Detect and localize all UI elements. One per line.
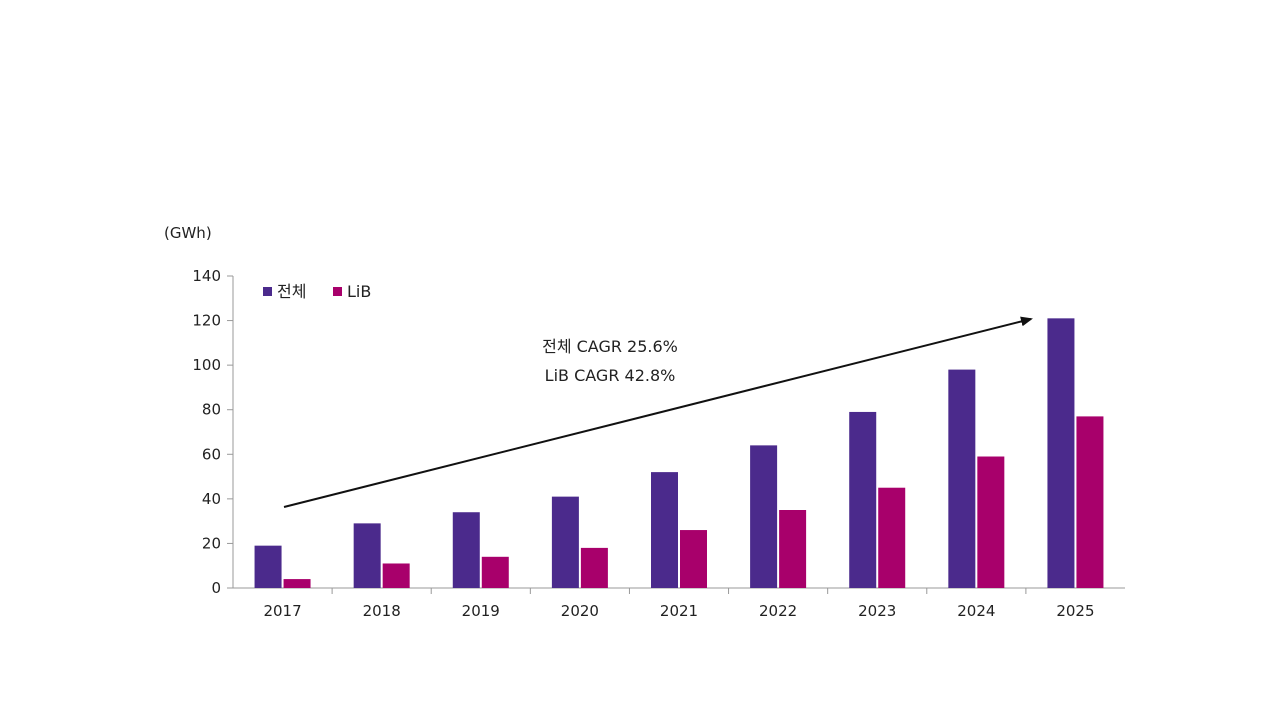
x-tick-label: 2024	[957, 602, 995, 620]
bar-lib-2018	[382, 563, 410, 588]
legend-label: 전체	[277, 282, 306, 301]
bar-lib-2022	[779, 510, 807, 588]
y-tick-label: 140	[192, 267, 221, 285]
bar-total-2017	[254, 545, 282, 588]
annotations: 전체 CAGR 25.6% LiB CAGR 42.8%	[283, 316, 1033, 508]
x-axis: 2017 2018 2019 2020 2021 2022 2023 2024 2025	[233, 587, 1125, 620]
x-tick-label: 2022	[759, 602, 797, 620]
bar-lib-2020	[580, 547, 608, 588]
bar-total-2021	[651, 472, 678, 588]
cagr-annotation: 전체 CAGR 25.6%	[542, 337, 678, 356]
y-unit-label: (GWh)	[164, 224, 212, 242]
bar-total-2024	[948, 369, 976, 588]
bar-total-2022	[750, 445, 778, 588]
bar-total-2025	[1047, 318, 1075, 588]
legend-swatch	[333, 287, 342, 296]
bar-lib-2024	[977, 456, 1005, 588]
y-tick-label: 60	[202, 445, 221, 463]
bar-lib-2017	[283, 579, 311, 588]
x-tick-label: 2023	[858, 602, 896, 620]
bar-lib-2021	[680, 530, 707, 588]
bar-lib-2023	[878, 487, 906, 588]
bar-lib-2019	[481, 556, 509, 588]
cagr-annotation: LiB CAGR 42.8%	[545, 366, 676, 385]
bar-lib-2025	[1076, 416, 1104, 588]
bar-total-2020	[551, 496, 579, 588]
y-tick-label: 80	[202, 401, 221, 419]
y-tick-label: 20	[202, 534, 221, 552]
x-tick-label: 2017	[263, 602, 301, 620]
bars-group	[254, 318, 1104, 588]
legend-label: LiB	[347, 282, 371, 301]
legend: 전체 LiB	[263, 282, 371, 301]
x-tick-label: 2021	[660, 602, 698, 620]
trend-arrow	[283, 316, 1033, 508]
bar-total-2019	[452, 512, 480, 588]
y-axis: 0 20 40 60 80 100 120 140	[192, 267, 234, 597]
x-tick-label: 2020	[561, 602, 599, 620]
y-tick-label: 120	[192, 312, 221, 330]
x-tick-label: 2025	[1056, 602, 1094, 620]
bar-total-2018	[353, 523, 381, 588]
y-tick-label: 100	[192, 356, 221, 374]
bar-total-2023	[849, 411, 877, 588]
y-tick-label: 0	[211, 579, 221, 597]
legend-swatch	[263, 287, 272, 296]
x-tick-label: 2018	[363, 602, 401, 620]
y-tick-label: 40	[202, 490, 221, 508]
x-tick-label: 2019	[462, 602, 500, 620]
